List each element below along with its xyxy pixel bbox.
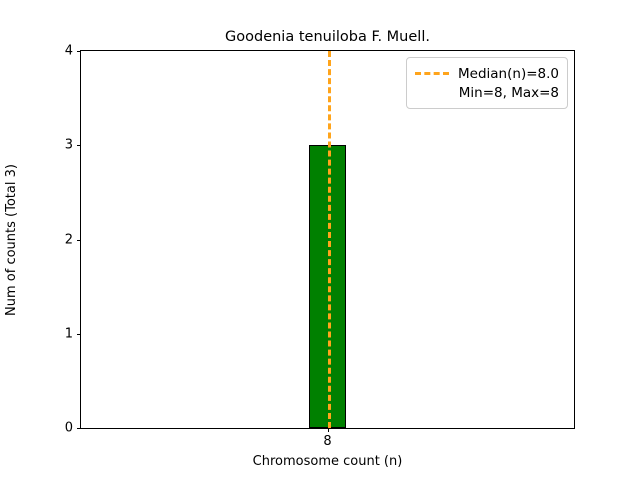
y-tick-label: 0 [64,420,73,436]
y-tick-label: 4 [64,43,73,59]
median-line [327,51,331,428]
legend-label-minmax: Min=8, Max=8 [458,84,559,101]
y-tick-label: 3 [64,137,73,153]
plot-area: 0 1 2 3 4 8 Median(n)=8.0 Min=8, Max=8 [65,45,575,448]
legend-label-median: Median(n)=8.0 [458,65,559,82]
legend-item-minmax: Min=8, Max=8 [415,83,559,102]
y-tick-mark [77,333,81,335]
y-axis-label: Num of counts (Total 3) [0,50,24,429]
x-tick-mark [327,428,329,432]
y-axis-label-text: Num of counts (Total 3) [4,163,20,316]
y-tick-mark [77,428,81,429]
chart-title: Goodenia tenuiloba F. Muell. [225,29,430,45]
y-tick-label: 2 [64,232,73,247]
x-axis-label: Chromosome count (n) [252,454,403,469]
y-tick-mark [77,145,81,147]
chart-legend: Median(n)=8.0 Min=8, Max=8 [406,57,568,109]
dashed-line-icon [415,72,450,75]
y-tick-mark [77,239,81,241]
legend-item-median: Median(n)=8.0 [415,64,559,83]
y-tick-label: 1 [64,326,73,342]
plot-inner: 0 1 2 3 4 8 [65,45,574,448]
x-tick-label: 8 [323,434,332,449]
y-tick-mark [77,51,81,52]
